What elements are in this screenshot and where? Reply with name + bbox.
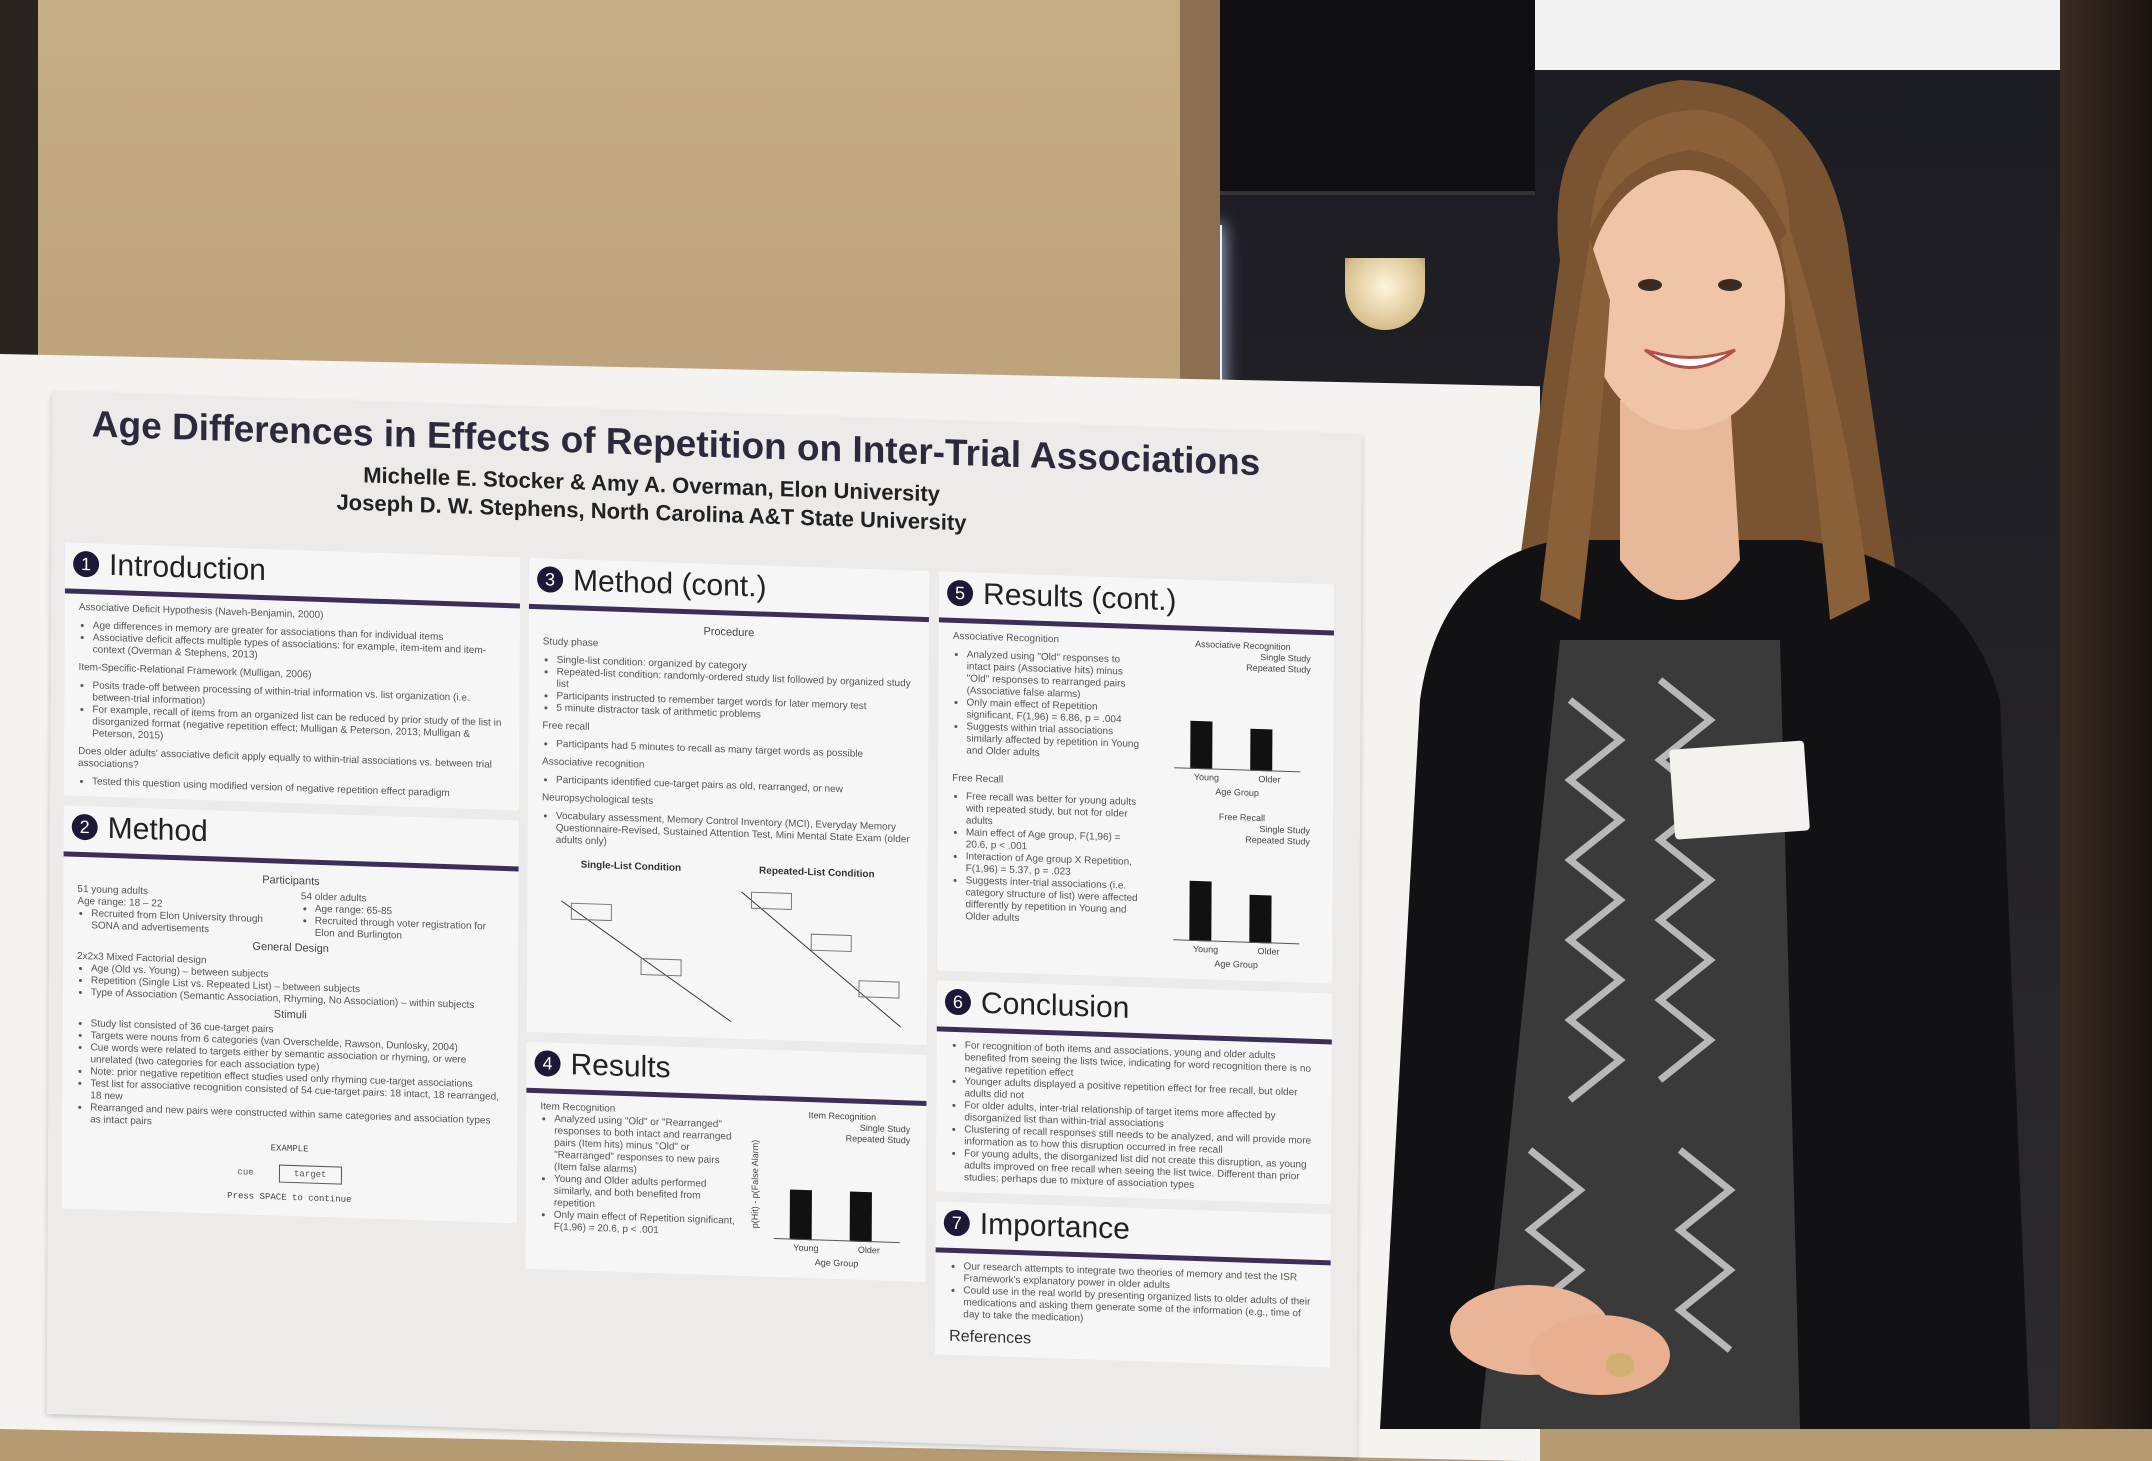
free-recall-chart: Free Recall Single Study Repeated Study … <box>1149 809 1310 974</box>
section-heading: Method <box>107 811 208 849</box>
section-number: 2 <box>71 813 98 841</box>
section-number: 5 <box>947 579 974 607</box>
x-tick-young: Young <box>1192 943 1219 955</box>
section-number: 4 <box>534 1050 561 1077</box>
section-method: 2 Method Participants 51 young adults Age … <box>61 805 519 1224</box>
door-right <box>2060 0 2152 1429</box>
y-axis-label: p(Hit) - p(False Alarm) <box>749 1139 761 1229</box>
section-number: 3 <box>537 566 564 593</box>
dark-pillar <box>0 0 38 380</box>
x-tick-young: Young <box>793 1242 819 1254</box>
section-introduction: 1 Introduction Associative Deficit Hypoth… <box>63 542 521 811</box>
section-heading: Method (cont.) <box>573 564 767 604</box>
wall-lamp <box>1345 258 1425 330</box>
section-number: 7 <box>943 1209 970 1237</box>
bar-young <box>1190 720 1213 770</box>
section-number: 6 <box>944 988 972 1016</box>
x-tick-older: Older <box>1258 774 1281 785</box>
x-axis-label: Age Group <box>1215 786 1259 799</box>
column-1: 1 Introduction Associative Deficit Hypoth… <box>61 542 521 1224</box>
references-heading: References <box>949 1327 1032 1348</box>
section-heading: Conclusion <box>980 986 1130 1025</box>
bar-older <box>849 1191 872 1243</box>
ceiling <box>1520 0 2060 70</box>
ceiling-tv <box>1215 0 1535 195</box>
section-heading: Results (cont.) <box>983 577 1177 618</box>
x-axis-label: Age Group <box>1214 958 1258 971</box>
column-3: 5 Results (cont.) Associative Recognition… <box>935 571 1335 1368</box>
bar-young <box>789 1189 812 1241</box>
x-axis-label: Age Group <box>814 1257 859 1269</box>
x-tick-young: Young <box>1193 771 1220 783</box>
section-heading: Introduction <box>109 548 266 588</box>
x-tick-older: Older <box>857 1244 880 1256</box>
section-heading: Results <box>570 1048 671 1085</box>
section-heading: Importance <box>979 1207 1130 1246</box>
bar-young <box>1189 880 1212 942</box>
item-recognition-chart: Item Recognition Single Study Repeated S… <box>750 1108 911 1273</box>
bar-older <box>1250 728 1273 772</box>
section-results-cont: 5 Results (cont.) Associative Recognition… <box>937 571 1335 984</box>
bar-older <box>1249 894 1272 944</box>
associative-recognition-chart: Associative Recognition Single Study Rep… <box>1150 637 1311 802</box>
section-number: 1 <box>73 550 100 578</box>
x-tick-older: Older <box>1257 945 1280 957</box>
research-poster: Age Differences in Effects of Repetition… <box>46 392 1362 1458</box>
procedure-diagram <box>561 891 902 1028</box>
